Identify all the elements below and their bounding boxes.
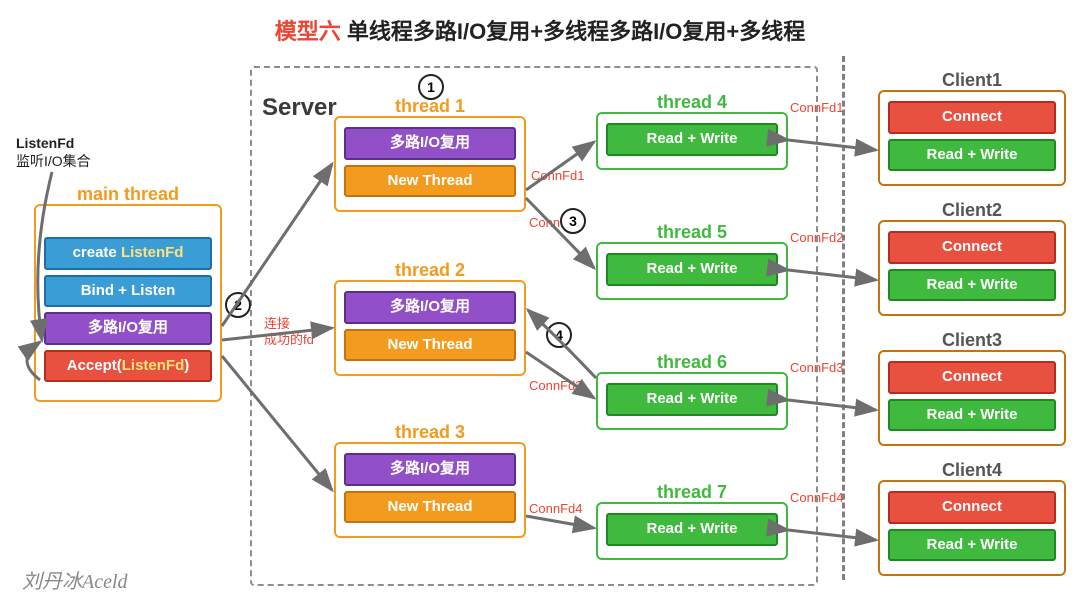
thread-2-title: thread 2: [336, 260, 524, 281]
listenfd-l2: 监听I/O集合: [16, 153, 91, 169]
thread-3-new: New Thread: [344, 491, 516, 524]
circle-4: 4: [546, 322, 572, 348]
connfd1-src: ConnFd1: [531, 168, 584, 183]
thread-1-mux: 多路I/O复用: [344, 127, 516, 160]
client-2-connect: Connect: [888, 231, 1056, 264]
listenfd-note: ListenFd 监听I/O集合: [16, 134, 91, 170]
thread-1-new: New Thread: [344, 165, 516, 198]
thread-3-box: thread 3 多路I/O复用 New Thread: [334, 442, 526, 538]
connfd3-dst: ConnFd3: [790, 360, 843, 375]
client-2-rw: Read + Write: [888, 269, 1056, 302]
thread-6-rw: Read + Write: [606, 383, 778, 416]
client-2-box: Client2 Connect Read + Write: [878, 220, 1066, 316]
client-3-connect: Connect: [888, 361, 1056, 394]
connfd2-dst: ConnFd2: [790, 230, 843, 245]
client-1-rw: Read + Write: [888, 139, 1056, 172]
thread-4-rw: Read + Write: [606, 123, 778, 156]
main-bar-mux: 多路I/O复用: [44, 312, 212, 345]
client-4-title: Client4: [880, 460, 1064, 481]
signature: 刘丹冰Aceld: [22, 565, 128, 594]
diagram-title: 模型六 单线程多路I/O复用+多线程多路I/O复用+多线程: [0, 14, 1080, 46]
thread-4-title: thread 4: [598, 92, 786, 113]
client-3-rw: Read + Write: [888, 399, 1056, 432]
main-thread-box: main thread create ListenFd Bind + Liste…: [34, 204, 222, 402]
circle-1: 1: [418, 74, 444, 100]
thread-5-box: thread 5 Read + Write: [596, 242, 788, 300]
client-4-rw: Read + Write: [888, 529, 1056, 562]
thread-6-box: thread 6 Read + Write: [596, 372, 788, 430]
thread-4-box: thread 4 Read + Write: [596, 112, 788, 170]
client-4-connect: Connect: [888, 491, 1056, 524]
client-3-box: Client3 Connect Read + Write: [878, 350, 1066, 446]
main-bar-create: create ListenFd: [44, 237, 212, 270]
server-label: Server: [262, 94, 337, 122]
thread-7-rw: Read + Write: [606, 513, 778, 546]
thread-1-box: thread 1 多路I/O复用 New Thread: [334, 116, 526, 212]
main-thread-title: main thread: [36, 184, 220, 205]
client-1-title: Client1: [880, 70, 1064, 91]
title-rest: 单线程多路I/O复用+多线程多路I/O复用+多线程: [341, 19, 805, 44]
thread-7-box: thread 7 Read + Write: [596, 502, 788, 560]
client-1-connect: Connect: [888, 101, 1056, 134]
connfd3-src: ConnFd3: [529, 378, 582, 393]
connfd4-src: ConnFd4: [529, 501, 582, 516]
client-3-title: Client3: [880, 330, 1064, 351]
client-1-box: Client1 Connect Read + Write: [878, 90, 1066, 186]
circle-3: 3: [560, 208, 586, 234]
thread-5-title: thread 5: [598, 222, 786, 243]
thread-3-mux: 多路I/O复用: [344, 453, 516, 486]
connfd4-dst: ConnFd4: [790, 490, 843, 505]
title-prefix: 模型六: [275, 19, 341, 44]
thread-6-title: thread 6: [598, 352, 786, 373]
thread-5-rw: Read + Write: [606, 253, 778, 286]
client-2-title: Client2: [880, 200, 1064, 221]
thread-2-box: thread 2 多路I/O复用 New Thread: [334, 280, 526, 376]
conn-success-note: 连接 成功的fd: [264, 316, 314, 347]
thread-7-title: thread 7: [598, 482, 786, 503]
thread-2-new: New Thread: [344, 329, 516, 362]
main-bar-accept: Accept(ListenFd): [44, 350, 212, 383]
thread-3-title: thread 3: [336, 422, 524, 443]
circle-2: 2: [225, 292, 251, 318]
client-4-box: Client4 Connect Read + Write: [878, 480, 1066, 576]
listenfd-l1: ListenFd: [16, 135, 74, 151]
thread-2-mux: 多路I/O复用: [344, 291, 516, 324]
connfd1-dst: ConnFd1: [790, 100, 843, 115]
main-bar-bind: Bind + Listen: [44, 275, 212, 308]
